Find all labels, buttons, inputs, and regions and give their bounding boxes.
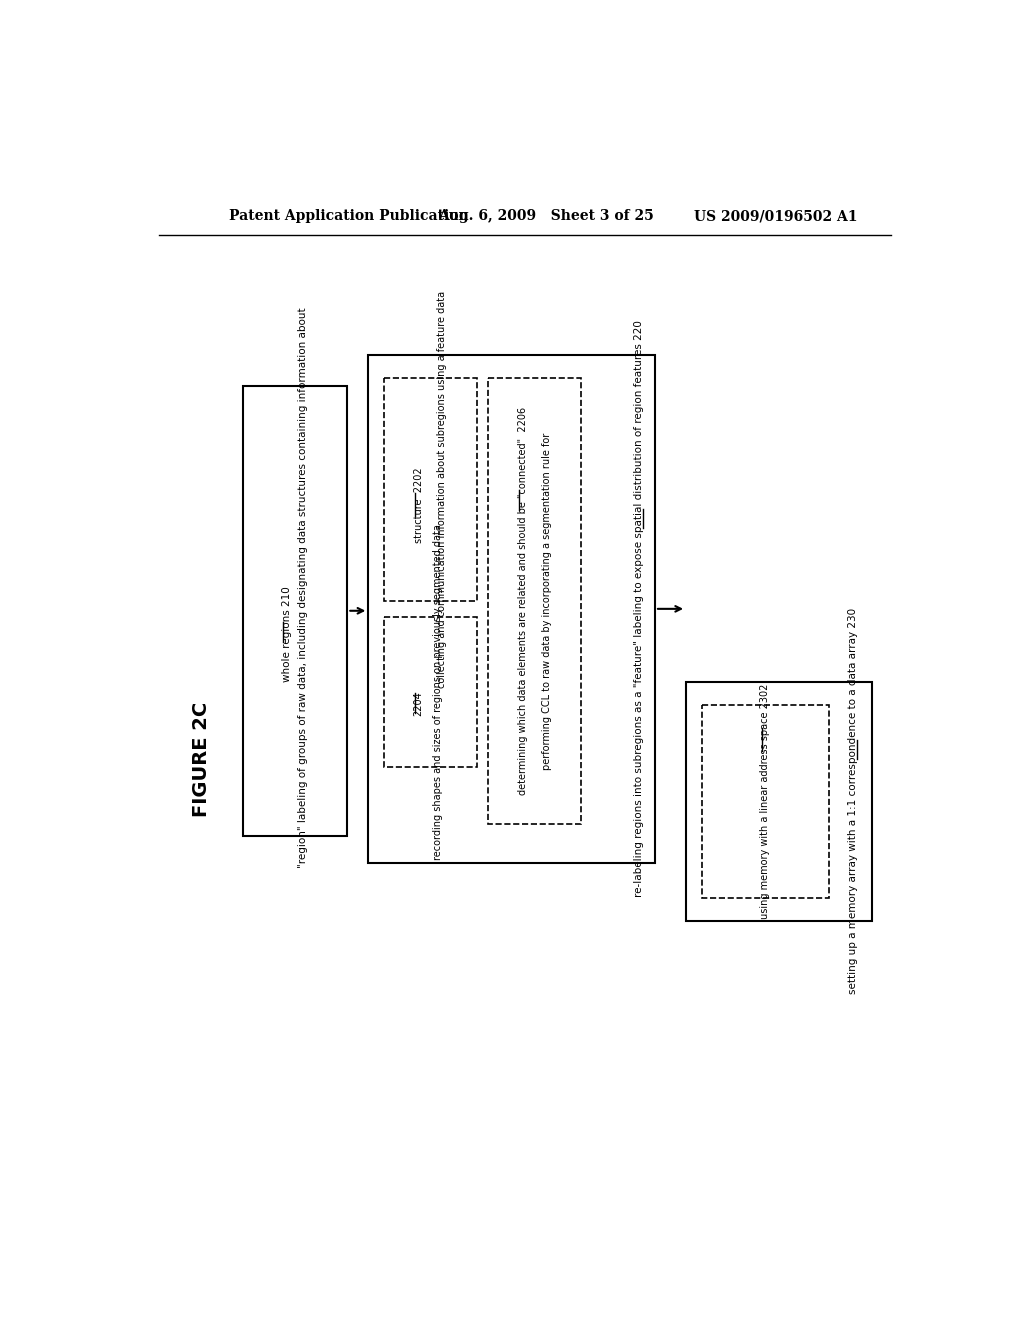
Text: recording shapes and sizes of regions on previously segmented data: recording shapes and sizes of regions on… <box>433 524 443 859</box>
Text: performing CCL to raw data by incorporating a segmentation rule for: performing CCL to raw data by incorporat… <box>542 433 552 770</box>
Text: setting up a memory array with a 1:1 correspondence to a data array 230: setting up a memory array with a 1:1 cor… <box>848 609 858 994</box>
Bar <box>384 378 477 601</box>
Text: using memory with a linear address space 2302: using memory with a linear address space… <box>761 684 770 919</box>
Text: determining which data elements are related and should be "connected"  2206: determining which data elements are rela… <box>518 407 528 795</box>
Bar <box>701 705 829 898</box>
Text: "region" labeling of groups of raw data, including designating data structures c: "region" labeling of groups of raw data,… <box>298 308 308 869</box>
Text: 2204: 2204 <box>414 690 424 715</box>
Text: collecting and communication information about subregions using a feature data: collecting and communication information… <box>437 290 446 688</box>
Bar <box>384 616 477 767</box>
Bar <box>686 682 872 921</box>
Text: structure  2202: structure 2202 <box>414 467 424 543</box>
Text: US 2009/0196502 A1: US 2009/0196502 A1 <box>693 209 857 223</box>
Text: whole regions 210: whole regions 210 <box>283 586 292 681</box>
Text: re-labeling regions into subregions as a "feature" labeling to expose spatial di: re-labeling regions into subregions as a… <box>635 321 644 898</box>
Bar <box>243 385 347 836</box>
Text: FIGURE 2C: FIGURE 2C <box>193 701 211 817</box>
Bar <box>369 355 655 863</box>
Text: Aug. 6, 2009   Sheet 3 of 25: Aug. 6, 2009 Sheet 3 of 25 <box>438 209 653 223</box>
Text: Patent Application Publication: Patent Application Publication <box>228 209 468 223</box>
Bar <box>488 378 582 825</box>
